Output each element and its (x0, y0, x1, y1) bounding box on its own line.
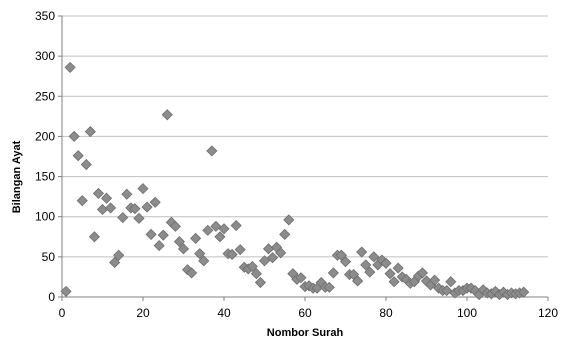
data-point (202, 224, 214, 236)
data-point (226, 248, 238, 261)
y-tick-label: 150 (35, 170, 55, 184)
data-point (76, 195, 88, 207)
axes (58, 15, 549, 301)
data-point (121, 188, 133, 200)
data-point (96, 203, 109, 216)
data-point (141, 201, 153, 213)
data-point (72, 150, 84, 162)
x-tick-label: 20 (136, 306, 150, 320)
data-point (105, 202, 117, 214)
data-point (262, 243, 275, 255)
data-point (267, 252, 279, 264)
y-tick-label: 250 (35, 89, 55, 103)
x-tick-label: 60 (298, 306, 312, 320)
data-point (388, 276, 400, 288)
data-point (80, 158, 92, 171)
data-point (380, 257, 392, 269)
data-point (392, 262, 404, 274)
data-point (441, 285, 453, 297)
data-point (234, 244, 246, 256)
data-point (327, 267, 339, 279)
data-point (356, 246, 368, 258)
x-axis-title: Nombor Surah (267, 327, 344, 339)
data-point (145, 228, 157, 240)
data-point (518, 286, 530, 298)
data-point (352, 275, 364, 287)
data-point (283, 214, 295, 226)
data-point (254, 276, 267, 289)
y-axis-title: Bilangan Ayat (11, 140, 23, 213)
data-point (194, 248, 206, 260)
data-point (149, 196, 161, 208)
data-point (416, 267, 429, 279)
data-point (368, 251, 380, 263)
x-tick-labels: 0 20 40 60 80 100 120 (59, 306, 559, 320)
data-point (161, 109, 173, 121)
y-tick-label: 200 (35, 129, 55, 143)
gridlines (62, 15, 548, 258)
data-point (137, 183, 149, 195)
y-tick-label: 0 (48, 290, 55, 304)
x-tick-label: 100 (457, 306, 477, 320)
data-point (275, 247, 287, 259)
data-point (206, 145, 218, 157)
data-point (295, 272, 307, 284)
data-point (129, 203, 141, 215)
y-tick-label: 50 (42, 250, 56, 264)
data-point (100, 192, 113, 204)
data-point (190, 232, 202, 244)
data-point (214, 231, 226, 243)
data-point (64, 61, 76, 73)
x-tick-label: 0 (59, 306, 66, 320)
data-point (88, 231, 100, 243)
data-point (360, 259, 372, 271)
data-point (133, 212, 145, 224)
data-point (84, 126, 96, 138)
data-point (258, 255, 271, 267)
data-point (445, 276, 457, 288)
data-point (250, 268, 262, 280)
data-point (186, 267, 198, 279)
data-point (113, 249, 125, 261)
y-tick-label: 300 (35, 49, 55, 63)
data-point (68, 130, 80, 142)
data-point (157, 229, 169, 241)
data-point (218, 223, 230, 235)
y-tick-label: 100 (35, 210, 55, 224)
data-point (279, 228, 291, 240)
x-tick-label: 120 (538, 306, 558, 320)
data-point (153, 240, 165, 252)
x-tick-label: 80 (379, 306, 393, 320)
y-tick-label: 350 (35, 9, 55, 23)
data-point (169, 220, 181, 232)
data-point (429, 274, 441, 286)
y-tick-labels: 0 50 100 150 200 250 300 350 (35, 9, 55, 304)
data-point (323, 281, 335, 293)
data-point (60, 285, 72, 297)
data-point (109, 256, 121, 269)
data-point (364, 266, 376, 278)
data-points (60, 61, 530, 301)
data-point (177, 243, 190, 255)
data-point (339, 256, 352, 268)
data-point (384, 268, 396, 280)
data-point (246, 260, 258, 273)
data-point (198, 255, 210, 267)
data-point (117, 211, 129, 224)
x-tick-label: 40 (217, 306, 231, 320)
data-point (230, 219, 242, 232)
data-point (210, 220, 222, 232)
data-point (173, 236, 186, 248)
data-point (92, 187, 105, 199)
